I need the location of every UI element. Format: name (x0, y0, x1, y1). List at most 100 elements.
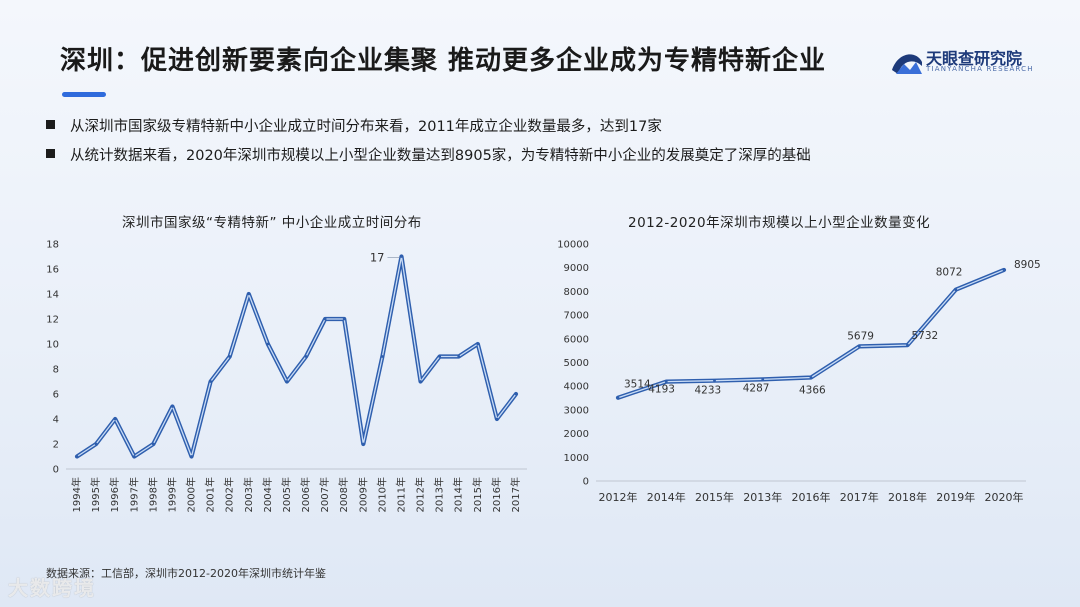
y-tick-label: 6 (53, 390, 59, 401)
x-tick-label: 2013年 (433, 477, 446, 512)
x-tick-label: 2012年 (599, 490, 638, 504)
data-label: 4193 (648, 384, 675, 396)
data-point (323, 317, 327, 321)
y-tick-label: 0 (53, 465, 59, 476)
x-tick-label: 1999年 (165, 477, 178, 512)
bullet-text: 从统计数据来看，2020年深圳市规模以上小型企业数量达到8905家，为专精特新中… (70, 148, 811, 164)
data-label: 4233 (695, 385, 722, 397)
y-tick-label: 7000 (564, 311, 589, 322)
data-point (266, 342, 270, 346)
y-tick-label: 14 (46, 290, 59, 301)
x-tick-label: 2008年 (337, 477, 350, 512)
data-point (713, 379, 716, 383)
y-tick-label: 2000 (564, 429, 589, 440)
data-point (664, 380, 668, 384)
data-point (954, 288, 958, 292)
y-tick-label: 0 (583, 477, 589, 488)
page-title: 深圳：促进创新要素向企业集聚 推动更多企业成为专精特新企业 (60, 46, 827, 76)
data-point (457, 355, 461, 358)
bullet-list: 从深圳市国家级专精特新中小企业成立时间分布来看，2011年成立企业数量最多，达到… (46, 116, 811, 174)
x-tick-label: 2000年 (185, 477, 198, 512)
x-tick-label: 2003年 (242, 477, 255, 512)
chart-title-right: 2012-2020年深圳市规模以上小型企业数量变化 (628, 215, 931, 231)
chart-title-left: 深圳市国家级“专精特新” 中小企业成立时间分布 (122, 215, 422, 231)
x-tick-label: 2018年 (888, 490, 927, 504)
data-point (113, 417, 117, 421)
y-tick-label: 10000 (557, 240, 589, 251)
x-tick-label: 2017年 (840, 490, 879, 504)
bullet-square-icon (46, 149, 55, 158)
data-point (400, 255, 403, 258)
logo-subtext: TIANYANCHA RESEARCH (926, 65, 1034, 73)
x-tick-label: 2019年 (936, 490, 975, 504)
source-note: 数据来源：工信部，深圳市2012-2020年深圳市统计年鉴 (46, 567, 326, 580)
data-point (1002, 268, 1006, 272)
logo-text: 天眼查研究院 (926, 49, 1023, 68)
y-tick-label: 5000 (564, 358, 589, 369)
data-point (419, 380, 422, 383)
x-tick-label: 2020年 (985, 490, 1024, 504)
x-tick-label: 2016年 (792, 490, 831, 504)
x-tick-label: 2011年 (394, 477, 407, 512)
data-point (616, 396, 620, 400)
x-tick-label: 2005年 (280, 477, 293, 512)
x-tick-label: 2010年 (375, 477, 388, 512)
bullet-item: 从深圳市国家级专精特新中小企业成立时间分布来看，2011年成立企业数量最多，达到… (46, 116, 811, 145)
data-point (857, 345, 861, 348)
x-tick-label: 2007年 (318, 477, 331, 512)
x-tick-label: 2015年 (695, 490, 734, 504)
x-tick-label: 2014年 (452, 477, 465, 512)
x-tick-label: 2009年 (356, 477, 369, 512)
data-point (285, 380, 289, 383)
x-tick-label: 1996年 (108, 477, 121, 512)
data-label: 8072 (936, 267, 963, 279)
y-tick-label: 1000 (564, 453, 589, 464)
y-tick-label: 8000 (564, 287, 589, 298)
x-tick-label: 2006年 (299, 477, 312, 512)
y-tick-label: 4000 (564, 382, 589, 393)
data-point (75, 455, 79, 458)
data-point (361, 442, 365, 446)
tianyancha-logo: 天眼查研究院 TIANYANCHA RESEARCH (890, 44, 1040, 80)
series-line-highlight (76, 255, 517, 458)
data-label: 5679 (847, 330, 874, 342)
data-point (761, 377, 765, 381)
data-point (304, 355, 308, 358)
data-point (171, 405, 174, 408)
x-tick-label: 2014年 (647, 490, 686, 504)
bullet-text: 从深圳市国家级专精特新中小企业成立时间分布来看，2011年成立企业数量最多，达到… (70, 119, 662, 135)
y-tick-label: 2 (53, 440, 59, 451)
data-point (476, 342, 480, 346)
watermark: 大数跨境 (8, 576, 96, 600)
x-tick-label: 2012年 (414, 477, 427, 512)
data-point (438, 355, 442, 358)
y-tick-label: 18 (46, 240, 59, 251)
data-label: 4366 (799, 385, 826, 397)
y-tick-label: 10 (46, 340, 59, 351)
y-tick-label: 6000 (564, 334, 589, 345)
data-point (228, 355, 232, 358)
x-tick-label: 2013年 (743, 490, 782, 504)
x-tick-label: 1998年 (146, 477, 159, 512)
data-label: 5732 (912, 330, 939, 342)
annotation-label: 17 (370, 251, 385, 265)
x-tick-label: 2004年 (261, 477, 274, 512)
data-point (342, 317, 346, 321)
data-point (94, 442, 98, 446)
y-tick-label: 16 (46, 265, 59, 276)
data-point (190, 455, 193, 458)
data-point (132, 455, 136, 458)
data-point (906, 343, 909, 347)
y-tick-label: 3000 (564, 405, 589, 416)
data-point (380, 355, 384, 358)
y-tick-label: 12 (46, 315, 59, 326)
bullet-item: 从统计数据来看，2020年深圳市规模以上小型企业数量达到8905家，为专精特新中… (46, 145, 811, 174)
x-tick-label: 2017年 (509, 477, 522, 512)
data-label: 8905 (1014, 259, 1041, 271)
y-tick-label: 9000 (564, 263, 589, 274)
y-tick-label: 4 (53, 415, 59, 426)
y-tick-label: 8 (53, 365, 59, 376)
data-point (809, 376, 813, 379)
data-point (514, 392, 518, 396)
